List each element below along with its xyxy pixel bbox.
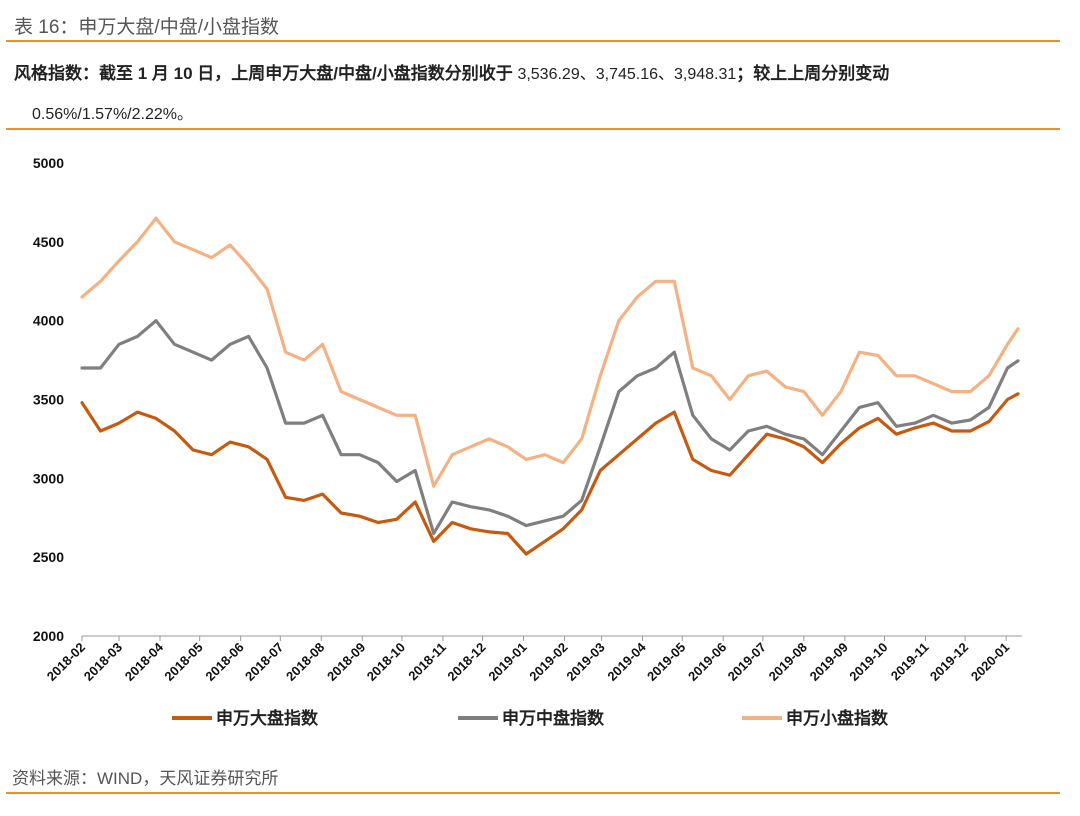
x-axis: 2018-022018-032018-042018-052018-062018-…: [44, 636, 1012, 684]
y-tick-label: 4500: [33, 234, 64, 250]
x-tick-label: 2019-09: [807, 640, 851, 684]
x-tick-label: 2019-02: [526, 640, 570, 684]
x-tick-label: 2018-10: [364, 640, 408, 684]
y-tick-label: 4000: [33, 313, 64, 329]
x-tick-label: 2019-12: [927, 640, 971, 684]
series-layer: [80, 216, 1020, 556]
x-tick-label: 2018-11: [405, 640, 449, 684]
x-tick-label: 2019-06: [685, 640, 729, 684]
x-tick-label: 2019-08: [766, 640, 810, 684]
y-axis: 2000 2500 3000 3500 4000 4500 5000: [33, 155, 64, 644]
x-tick-label: 2018-04: [122, 639, 167, 684]
title-rule: [6, 40, 1060, 42]
summary-text-b: ；较上上周分别变动: [736, 64, 890, 83]
summary-values: 3,536.29、3,745.16、3,948.31: [517, 66, 737, 83]
summary-line-1: 风格指数：截至 1 月 10 日，上周申万大盘/中盘/小盘指数分别收于 3,53…: [14, 59, 889, 84]
legend-label-large-cap: 申万大盘指数: [216, 708, 319, 728]
x-tick-label: 2019-05: [644, 640, 688, 684]
footer-rule: [6, 792, 1060, 794]
legend-label-small-cap: 申万小盘指数: [786, 708, 889, 728]
x-tick-label: 2019-11: [888, 640, 932, 684]
x-tick-label: 2018-05: [161, 640, 205, 684]
y-tick-label: 2500: [33, 549, 64, 565]
y-tick-label: 3500: [33, 392, 64, 408]
summary-text-a: 风格指数：截至 1 月 10 日，上周申万大盘/中盘/小盘指数分别收于: [14, 64, 513, 83]
y-tick-label: 3000: [33, 470, 64, 486]
x-tick-label: 2018-12: [444, 640, 488, 684]
x-tick-label: 2018-06: [202, 640, 246, 684]
summary-line-2: 0.56%/1.57%/2.22%。: [32, 106, 193, 123]
x-tick-label: 2018-02: [44, 640, 88, 684]
summary-rule: [6, 128, 1060, 130]
x-tick-label: 2020-01: [968, 640, 1012, 684]
series-line-mid-cap: [80, 319, 1020, 536]
legend: 申万大盘指数 申万中盘指数 申万小盘指数: [172, 708, 889, 728]
x-tick-label: 2018-08: [283, 640, 327, 684]
x-tick-label: 2019-07: [725, 640, 769, 684]
y-tick-label: 5000: [33, 155, 64, 171]
x-tick-label: 2019-03: [563, 640, 607, 684]
series-line-small-cap: [80, 216, 1020, 488]
series-line-large-cap: [80, 392, 1020, 556]
x-tick-label: 2019-10: [846, 640, 890, 684]
x-tick-label: 2018-07: [242, 640, 286, 684]
table-title: 表 16：申万大盘/中盘/小盘指数: [14, 17, 279, 38]
x-tick-label: 2019-04: [604, 639, 649, 684]
legend-label-mid-cap: 申万中盘指数: [502, 708, 605, 728]
source-note: 资料来源：WIND，天风证券研究所: [12, 769, 279, 788]
x-tick-label: 2019-01: [485, 640, 529, 684]
x-tick-label: 2018-03: [81, 640, 125, 684]
y-tick-label: 2000: [33, 628, 64, 644]
x-tick-label: 2018-09: [324, 640, 368, 684]
